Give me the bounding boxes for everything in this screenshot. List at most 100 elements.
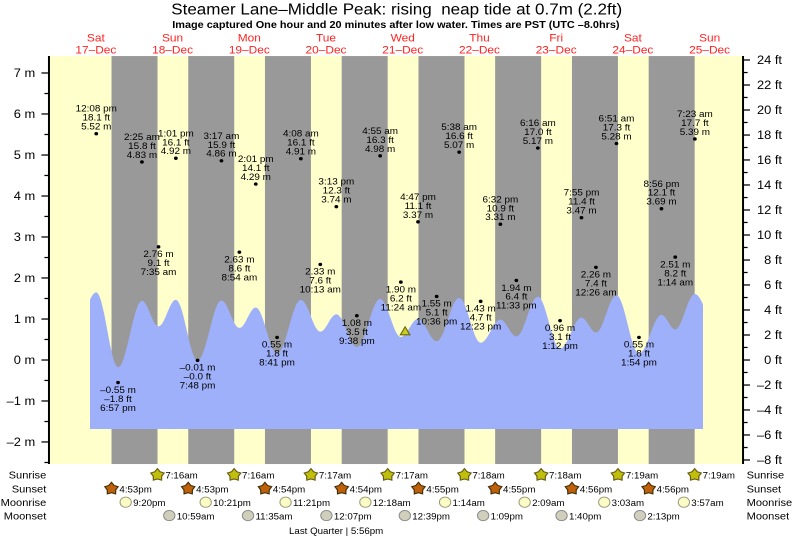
svg-text:16.1 ft: 16.1 ft <box>287 138 315 148</box>
svg-text:10:59am: 10:59am <box>177 512 215 521</box>
svg-text:4:55pm: 4:55pm <box>426 485 459 494</box>
svg-text:10.9 ft: 10.9 ft <box>487 204 515 214</box>
svg-text:12:18am: 12:18am <box>373 498 411 507</box>
svg-text:–1 m: –1 m <box>7 395 36 408</box>
svg-text:Moonset: Moonset <box>4 511 47 522</box>
svg-text:2 ft: 2 ft <box>764 329 782 342</box>
svg-text:3.31 m: 3.31 m <box>485 213 515 223</box>
svg-text:Moonset: Moonset <box>747 511 790 522</box>
svg-text:Sunrise: Sunrise <box>747 470 785 481</box>
svg-text:22 ft: 22 ft <box>757 79 783 92</box>
svg-text:6:57 pm: 6:57 pm <box>100 403 136 413</box>
svg-text:1:01 pm: 1:01 pm <box>158 129 194 139</box>
svg-text:5.07 m: 5.07 m <box>444 141 474 151</box>
svg-text:12 ft: 12 ft <box>757 204 783 217</box>
svg-text:3.74 m: 3.74 m <box>321 195 351 205</box>
svg-text:10:13 am: 10:13 am <box>300 285 341 295</box>
svg-text:2:01 pm: 2:01 pm <box>238 155 274 165</box>
svg-text:2.51 m: 2.51 m <box>660 260 690 270</box>
svg-text:22–Dec: 22–Dec <box>459 45 500 56</box>
svg-text:Moonrise: Moonrise <box>747 497 793 508</box>
svg-text:6.4 ft: 6.4 ft <box>505 292 527 302</box>
svg-text:6 m: 6 m <box>14 108 35 121</box>
svg-text:9:20pm: 9:20pm <box>133 498 166 507</box>
svg-text:4:47 pm: 4:47 pm <box>400 192 436 202</box>
svg-text:0 ft: 0 ft <box>764 354 782 367</box>
svg-text:11:33 pm: 11:33 pm <box>496 301 537 311</box>
svg-text:0 m: 0 m <box>14 354 35 367</box>
svg-text:3:57am: 3:57am <box>691 498 724 507</box>
svg-text:3.69 m: 3.69 m <box>646 197 676 207</box>
svg-text:16.6 ft: 16.6 ft <box>445 132 473 142</box>
svg-text:4.83 m: 4.83 m <box>127 150 157 160</box>
svg-text:10:36 pm: 10:36 pm <box>416 317 457 327</box>
svg-text:18–Dec: 18–Dec <box>152 45 193 56</box>
svg-text:6:51 am: 6:51 am <box>599 114 635 124</box>
svg-text:4:55pm: 4:55pm <box>503 485 536 494</box>
svg-text:10:21pm: 10:21pm <box>213 498 251 507</box>
svg-text:Sunset: Sunset <box>12 484 47 495</box>
svg-text:11:24 am: 11:24 am <box>381 303 422 313</box>
svg-text:4:56pm: 4:56pm <box>657 485 690 494</box>
svg-text:4:54pm: 4:54pm <box>273 485 306 494</box>
svg-text:3.47 m: 3.47 m <box>566 206 596 216</box>
svg-text:3:17 am: 3:17 am <box>204 131 240 141</box>
svg-text:3:03am: 3:03am <box>612 498 645 507</box>
svg-text:3 m: 3 m <box>14 231 35 244</box>
svg-text:6 ft: 6 ft <box>764 279 782 292</box>
svg-text:3:13 pm: 3:13 pm <box>318 177 354 187</box>
svg-text:8:56 pm: 8:56 pm <box>644 179 680 189</box>
svg-text:1.43 m: 1.43 m <box>466 304 496 314</box>
svg-text:19–Dec: 19–Dec <box>229 45 270 56</box>
svg-text:Sat: Sat <box>624 33 643 44</box>
svg-text:2.33 m: 2.33 m <box>305 267 335 277</box>
svg-text:4:53pm: 4:53pm <box>196 485 229 494</box>
svg-text:8.2 ft: 8.2 ft <box>664 269 686 279</box>
svg-text:Sat: Sat <box>87 33 106 44</box>
svg-text:1 m: 1 m <box>14 313 35 326</box>
svg-text:20–Dec: 20–Dec <box>306 45 347 56</box>
svg-text:–2 m: –2 m <box>7 436 36 449</box>
svg-text:24 ft: 24 ft <box>757 54 783 67</box>
svg-text:–0.0 ft: –0.0 ft <box>184 372 212 382</box>
svg-text:–8 ft: –8 ft <box>757 454 783 467</box>
svg-text:18 ft: 18 ft <box>757 129 783 142</box>
svg-text:11:35am: 11:35am <box>255 512 292 521</box>
svg-text:3.1 ft: 3.1 ft <box>549 332 571 342</box>
svg-text:4.7 ft: 4.7 ft <box>470 313 492 323</box>
svg-text:7:48 pm: 7:48 pm <box>180 381 216 391</box>
svg-text:Mon: Mon <box>238 33 261 44</box>
svg-text:Image captured One hour and 20: Image captured One hour and 20 minutes a… <box>172 20 619 30</box>
svg-text:14.1 ft: 14.1 ft <box>242 163 270 173</box>
svg-text:2 m: 2 m <box>14 272 35 285</box>
svg-text:17–Dec: 17–Dec <box>75 45 116 56</box>
svg-text:8:54 am: 8:54 am <box>222 273 258 283</box>
svg-text:1.08 m: 1.08 m <box>342 318 372 328</box>
svg-text:7:17am: 7:17am <box>396 471 429 480</box>
svg-text:–0.55 m: –0.55 m <box>100 385 136 395</box>
svg-text:6:16 am: 6:16 am <box>520 118 556 128</box>
svg-text:–2 ft: –2 ft <box>757 379 783 392</box>
svg-text:2.76 m: 2.76 m <box>143 250 173 260</box>
svg-text:9:38 pm: 9:38 pm <box>339 336 375 346</box>
svg-text:1.90 m: 1.90 m <box>386 285 416 295</box>
svg-text:16.3 ft: 16.3 ft <box>366 135 394 145</box>
svg-text:12:23 pm: 12:23 pm <box>460 322 501 332</box>
svg-text:4:08 am: 4:08 am <box>283 129 319 139</box>
svg-text:4.91 m: 4.91 m <box>286 147 316 157</box>
svg-text:1:40pm: 1:40pm <box>569 512 602 521</box>
svg-text:1.8 ft: 1.8 ft <box>628 349 650 359</box>
svg-text:12:07pm: 12:07pm <box>334 512 372 521</box>
svg-text:Steamer Lane–Middle Peak: risi: Steamer Lane–Middle Peak: rising neap ti… <box>171 1 622 18</box>
svg-text:17.0 ft: 17.0 ft <box>524 127 552 137</box>
svg-text:4:55 am: 4:55 am <box>362 126 398 136</box>
svg-text:10 ft: 10 ft <box>757 229 783 242</box>
svg-text:12.3 ft: 12.3 ft <box>323 186 351 196</box>
svg-text:2.26 m: 2.26 m <box>581 270 611 280</box>
svg-text:6.2 ft: 6.2 ft <box>390 294 412 304</box>
svg-text:7.6 ft: 7.6 ft <box>309 276 331 286</box>
svg-text:7:17am: 7:17am <box>319 471 352 480</box>
svg-text:4:56pm: 4:56pm <box>580 485 613 494</box>
svg-text:23–Dec: 23–Dec <box>536 45 577 56</box>
svg-text:7:23 am: 7:23 am <box>677 109 713 119</box>
